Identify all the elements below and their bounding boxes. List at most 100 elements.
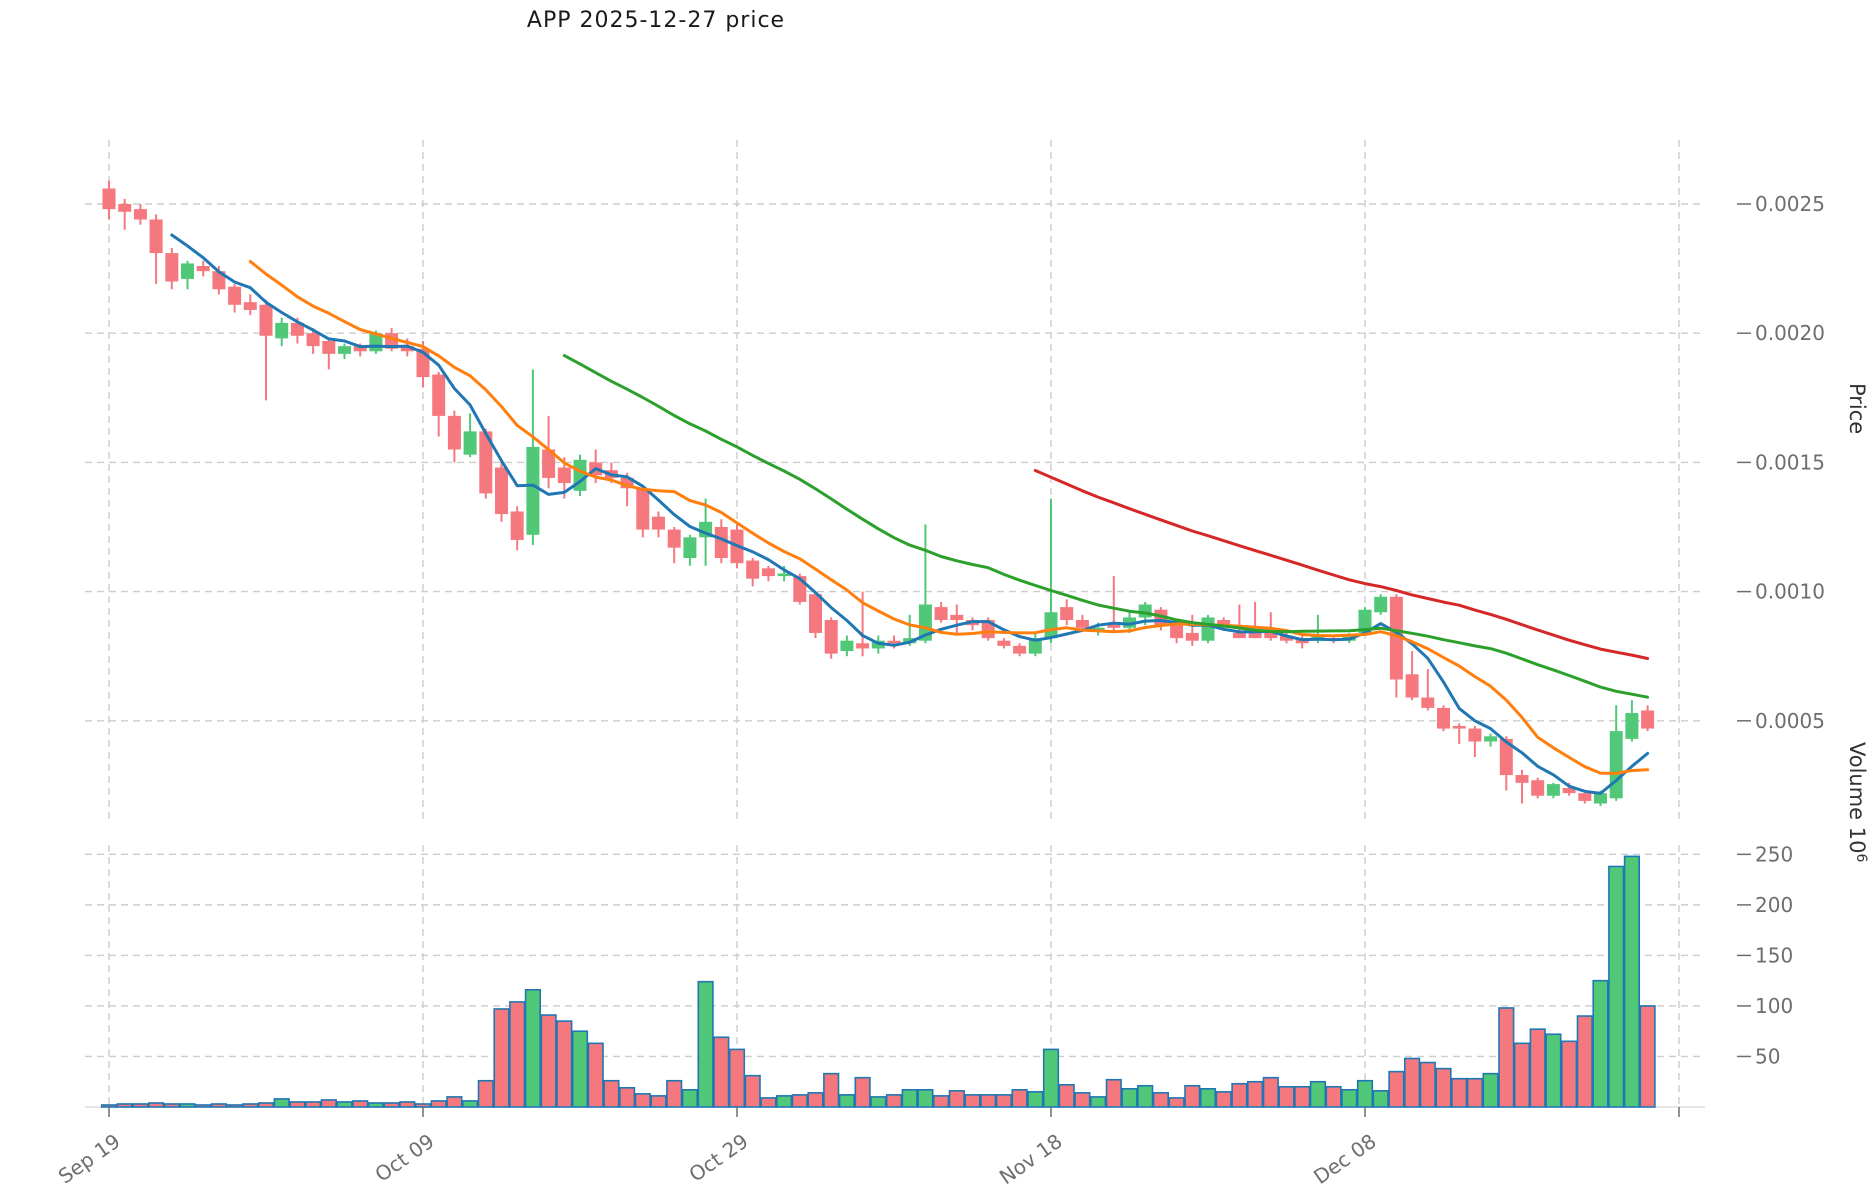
volume-bar	[1404, 1057, 1421, 1108]
x-tick-label: Oct 29	[684, 1129, 752, 1187]
volume-bar	[1608, 865, 1625, 1108]
candle-body-up	[840, 640, 854, 652]
candle-body-down	[761, 568, 775, 577]
price-tick-label: 0.0025	[1755, 192, 1825, 216]
candle-body-up	[1546, 784, 1560, 796]
candle-body-up	[1374, 596, 1388, 613]
volume-bar	[383, 1102, 400, 1108]
volume-bar	[1561, 1040, 1578, 1108]
candle-body-up	[275, 322, 289, 339]
volume-bar	[823, 1072, 840, 1108]
candle-body-down	[1075, 620, 1089, 628]
volume-bar	[1152, 1092, 1169, 1108]
candle-body-up	[338, 346, 351, 354]
candle-body-down	[809, 594, 822, 633]
volume-bar	[1325, 1085, 1342, 1108]
candle-body-down	[243, 302, 257, 310]
candle-body-down	[667, 529, 681, 548]
candle-body-down	[322, 340, 336, 354]
volume-bar	[1042, 1048, 1060, 1108]
volume-bar	[1074, 1092, 1091, 1108]
candle-body-up	[181, 263, 194, 279]
candle-body-down	[306, 333, 320, 347]
volume-bar	[1137, 1084, 1154, 1108]
axis-titles: Price Volume 106	[1845, 383, 1869, 863]
candle-body-down	[1185, 632, 1199, 641]
candle-body-down	[102, 188, 116, 210]
candle-body-down	[1389, 596, 1403, 680]
volume-bar	[556, 1020, 573, 1108]
volume-bar	[336, 1101, 353, 1108]
volume-bar	[807, 1092, 824, 1108]
candle-body-down	[1264, 632, 1278, 639]
volume-bar	[728, 1048, 746, 1108]
volume-bar	[760, 1097, 777, 1108]
candle-body-up	[1358, 609, 1372, 633]
candle-body-down	[1437, 707, 1450, 729]
volume-bar	[257, 1102, 275, 1108]
candle-body-down	[1217, 620, 1231, 626]
volume-bar	[1576, 1015, 1593, 1108]
volume-bar	[1184, 1084, 1201, 1108]
candle-body-down	[1405, 674, 1419, 698]
volume-bar	[1011, 1089, 1028, 1108]
volume-bar	[242, 1103, 259, 1108]
candle-body-down	[228, 286, 242, 305]
candle-body-down	[1562, 787, 1576, 794]
volume-bar	[838, 1094, 855, 1108]
volume-bar	[226, 1104, 243, 1108]
volume-bar	[775, 1095, 793, 1108]
volume-bar	[681, 1089, 698, 1108]
volume-bar	[1482, 1072, 1499, 1108]
candle-body-down	[1107, 622, 1121, 628]
volume-bar	[885, 1094, 903, 1108]
candle-body-down	[1421, 697, 1435, 708]
candle-body-down	[636, 488, 650, 530]
volume-bar	[304, 1101, 322, 1108]
volume-bar	[540, 1014, 557, 1108]
price-tick-label: 0.0010	[1755, 580, 1825, 604]
candle-body-down	[1452, 725, 1466, 729]
volume-bar	[320, 1099, 337, 1108]
candle-body-down	[118, 204, 132, 212]
volume-bar	[650, 1095, 667, 1108]
volume-bar	[1451, 1077, 1468, 1108]
candle-body-up	[1201, 617, 1215, 641]
candle-body-down	[542, 449, 556, 478]
volume-bar	[414, 1103, 432, 1108]
volume-bar	[1529, 1028, 1546, 1108]
volume-bar	[1231, 1082, 1248, 1108]
volume-bar	[116, 1103, 133, 1108]
candle-body-down	[1232, 632, 1246, 639]
volume-bar	[195, 1104, 212, 1108]
volume-bar	[571, 1030, 589, 1108]
volume-bar	[1623, 855, 1640, 1108]
candle-body-down	[1578, 793, 1592, 801]
volume-bar	[163, 1103, 180, 1108]
volume-bar	[964, 1094, 981, 1108]
candle-body-up	[918, 604, 932, 641]
candle-body-down	[259, 304, 273, 336]
price-tick-label: 0.0020	[1755, 321, 1825, 345]
volume-bar	[524, 988, 541, 1108]
candle-body-down	[479, 431, 493, 494]
candle-body-down	[746, 560, 760, 579]
x-tick-label: Dec 08	[1309, 1129, 1381, 1189]
volume-bar	[367, 1102, 385, 1108]
candle-body-down	[1641, 710, 1655, 729]
volume-bar	[603, 1079, 620, 1108]
volume-bar	[1058, 1083, 1075, 1108]
volume-bar	[634, 1093, 651, 1108]
ma-line-30	[562, 354, 1650, 699]
candle-body-down	[510, 511, 524, 540]
volume-bar	[1498, 1007, 1515, 1108]
volume-bar	[1027, 1091, 1044, 1108]
volume-bar	[713, 1036, 730, 1108]
candlestick-series	[102, 180, 1655, 807]
candle-body-down	[1499, 738, 1513, 776]
volume-bar	[1466, 1077, 1483, 1108]
candle-body-down	[652, 516, 665, 530]
candle-body-down	[149, 219, 163, 254]
candle-body-down	[196, 266, 210, 272]
